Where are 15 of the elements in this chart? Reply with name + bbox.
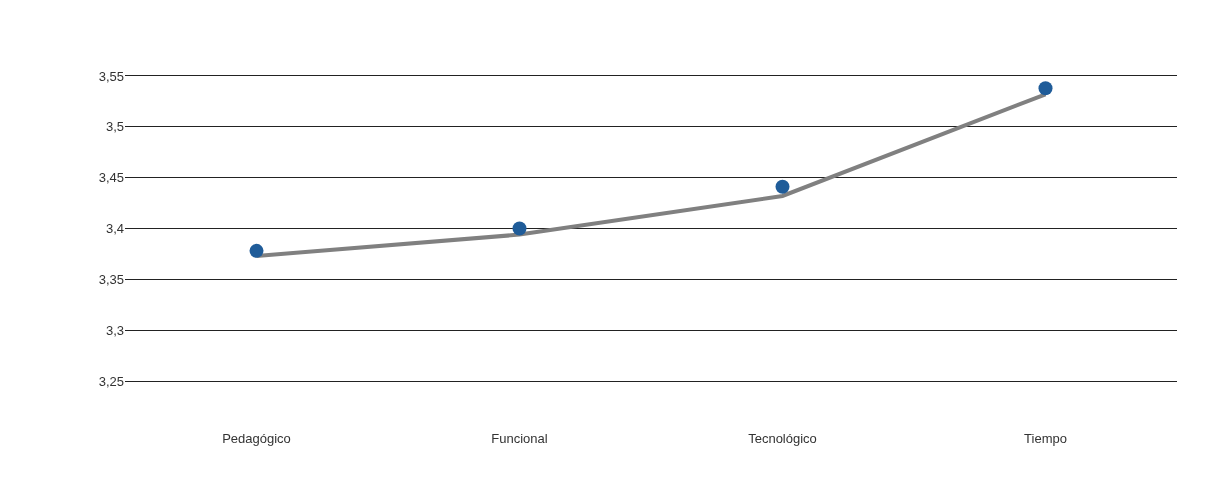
y-tick-label: 3,45	[98, 170, 124, 186]
point	[249, 243, 264, 258]
y-tick-label: 3,4	[105, 221, 124, 237]
point	[512, 221, 527, 236]
y-tick-label: 3,3	[105, 322, 124, 338]
x-tick-label: Pedagógico	[222, 430, 291, 446]
x-tick-label: Tiempo	[1024, 430, 1067, 446]
y-tick-label: 3,35	[98, 271, 124, 287]
x-tick-label: Tecnológico	[748, 430, 817, 446]
y-tick-label: 3,55	[98, 68, 124, 84]
x-tick-label: Funcional	[491, 430, 548, 446]
point	[775, 179, 790, 194]
y-tick-label: 3,5	[105, 119, 124, 135]
point	[1038, 81, 1053, 96]
y-tick-label: 3,25	[98, 373, 124, 389]
